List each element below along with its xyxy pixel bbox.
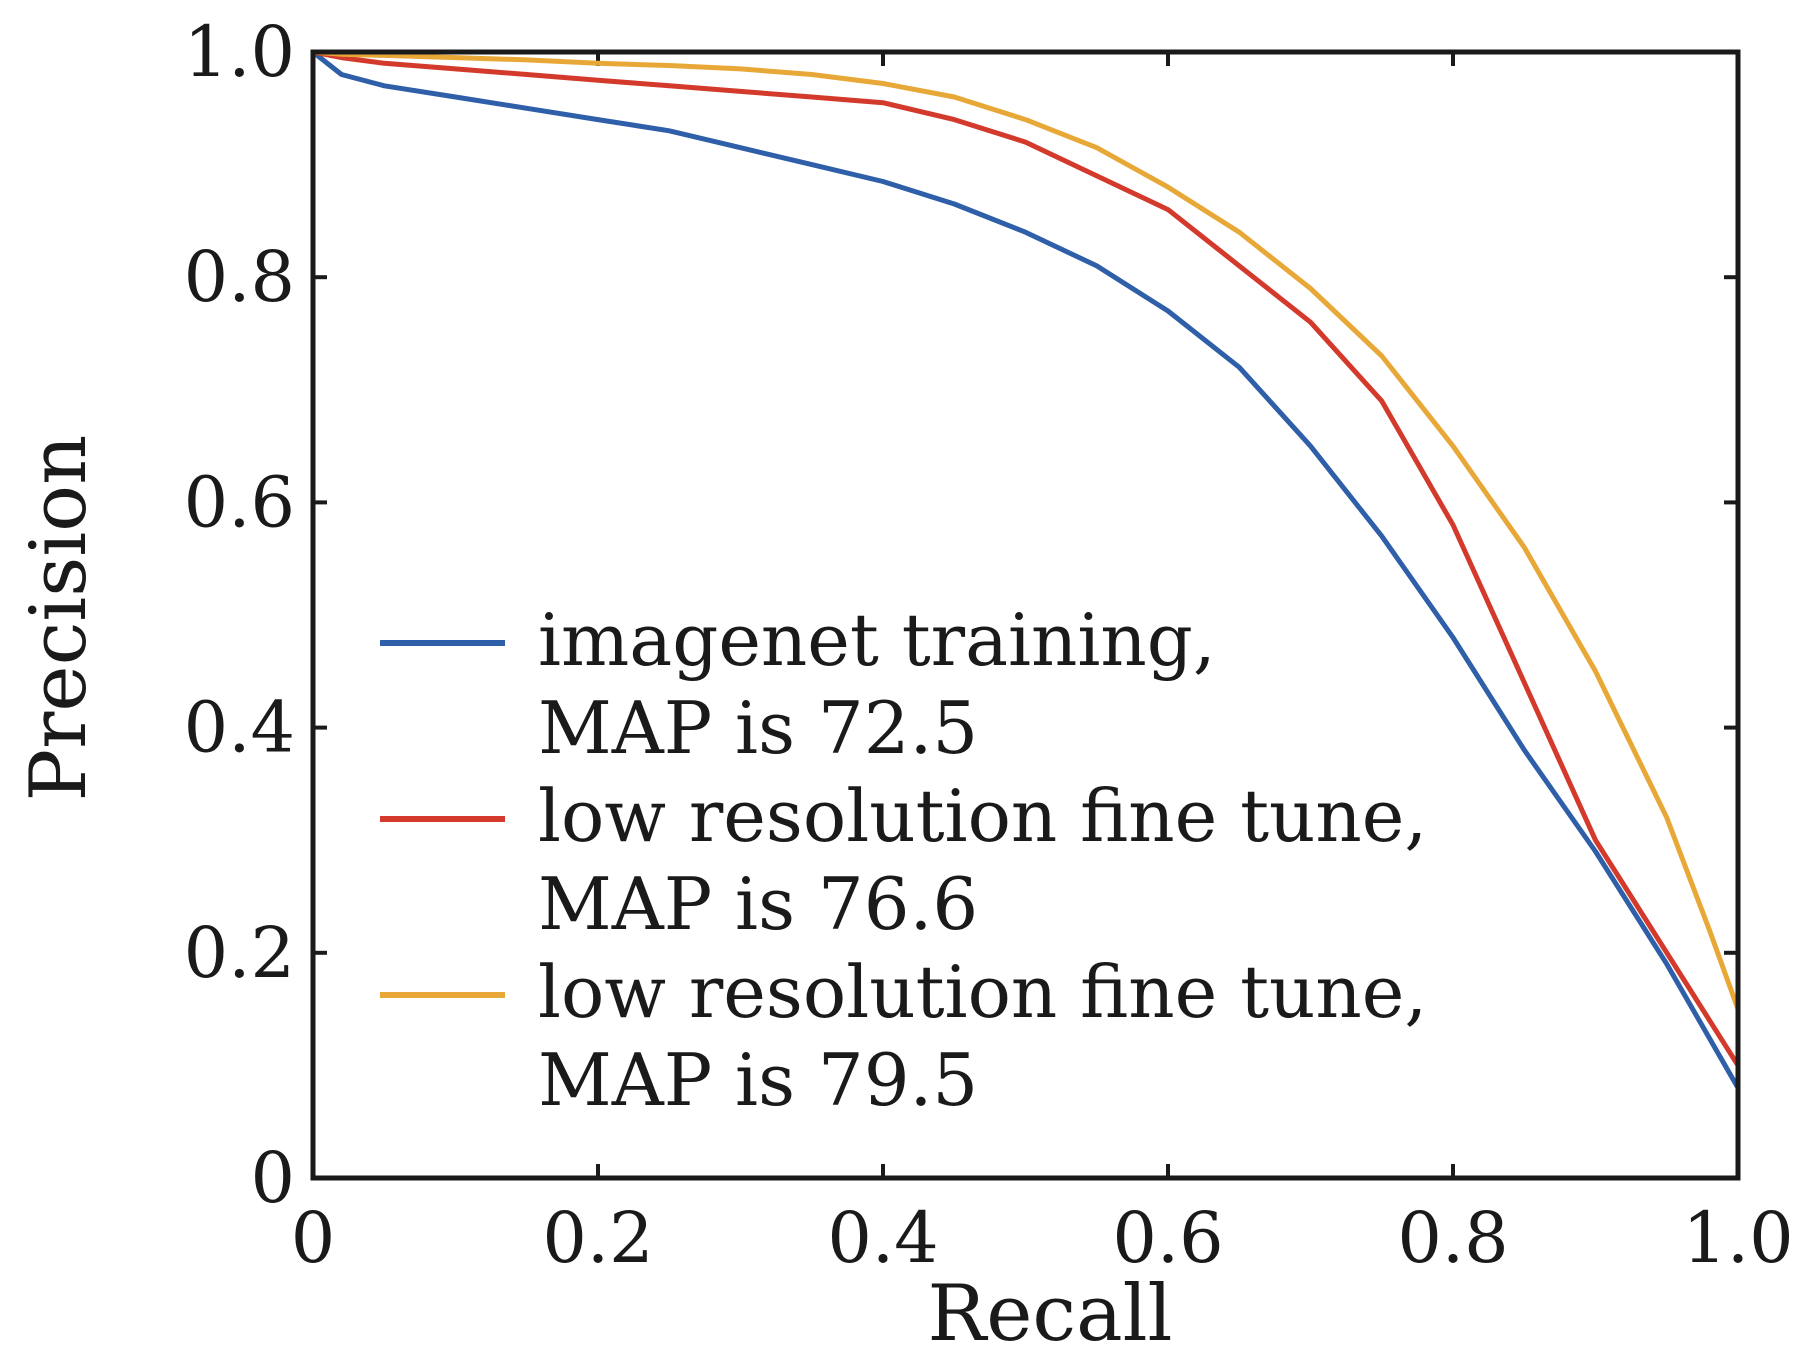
series-lines: [311, 49, 1741, 1090]
y-tick-label: 0.4: [184, 687, 295, 769]
y-axis-title: Precision: [14, 435, 104, 802]
y-tick-label: 0.8: [184, 236, 295, 318]
y-tick-label: 1.0: [184, 11, 295, 93]
x-axis-title: Recall: [928, 1269, 1173, 1359]
y-tick-labels: 0 0.2 0.4 0.6 0.8 1.0: [184, 11, 295, 1219]
series-line-2: [312, 49, 1741, 1067]
x-tick-labels: 0 0.2 0.4 0.6 0.8 1.0: [291, 1197, 1794, 1279]
x-tick-label: 0.8: [1397, 1197, 1508, 1279]
plot-frame: [310, 49, 1741, 1181]
legend-label-1: imagenet training,: [538, 598, 1216, 682]
legend-label-2: MAP is 76.6: [538, 862, 978, 946]
x-tick-label: 1.0: [1682, 1197, 1793, 1279]
x-tick-label: 0.2: [542, 1197, 653, 1279]
y-tick-label: 0.2: [184, 912, 295, 994]
legend-label-1: MAP is 72.5: [538, 686, 978, 770]
x-tick-label: 0: [291, 1197, 336, 1279]
legend-label-3: low resolution fine tune,: [538, 950, 1427, 1034]
x-tick-label: 0.4: [827, 1197, 938, 1279]
y-tick-label: 0: [250, 1137, 295, 1219]
x-tick-label: 0.6: [1112, 1197, 1223, 1279]
legend-label-3: MAP is 79.5: [538, 1038, 978, 1122]
legend-label-2: low resolution fine tune,: [538, 774, 1427, 858]
series-line-3: [312, 49, 1741, 1010]
series-line-1: [311, 50, 1741, 1090]
y-tick-label: 0.6: [184, 461, 295, 543]
